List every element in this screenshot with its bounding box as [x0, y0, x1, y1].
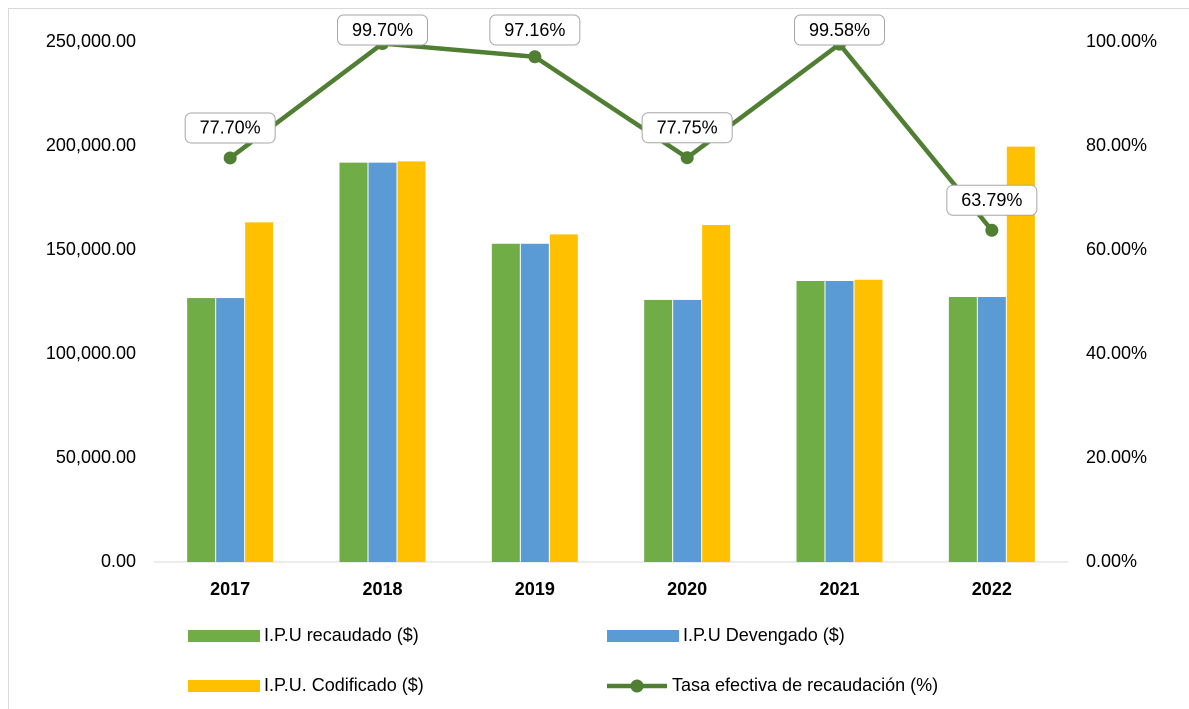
y-tick-label: 250,000.00 [46, 31, 136, 51]
legend-label: I.P.U. Codificado ($) [264, 675, 424, 695]
line-point [985, 223, 999, 237]
bar [520, 243, 549, 562]
legend-label: Tasa efectiva de recaudación (%) [672, 675, 938, 695]
bar [216, 298, 245, 562]
data-label: 99.58% [809, 20, 870, 40]
bar [368, 162, 397, 562]
x-tick-label: 2019 [515, 579, 555, 599]
line-point [680, 151, 694, 165]
bar [948, 297, 977, 562]
y2-tick-label: 100.00% [1086, 31, 1157, 51]
y2-tick-label: 40.00% [1086, 343, 1147, 363]
x-tick-label: 2017 [210, 579, 250, 599]
bar [397, 161, 426, 562]
bar [491, 243, 520, 562]
bar [644, 299, 673, 562]
y2-tick-label: 0.00% [1086, 551, 1137, 571]
data-label-box [489, 14, 581, 46]
bar [187, 298, 216, 562]
legend-swatch [607, 630, 679, 642]
line-point [528, 50, 542, 64]
bar [339, 162, 368, 562]
data-label-box [337, 14, 428, 46]
line [228, 41, 994, 232]
bar [245, 222, 274, 562]
data-label-box [641, 112, 733, 144]
bar [673, 299, 702, 562]
bar [854, 279, 883, 562]
data-label: 97.16% [504, 20, 565, 40]
y-tick-label: 0.00 [101, 551, 136, 571]
legend-swatch-dot [630, 679, 644, 693]
legend-label: I.P.U Devengado ($) [683, 625, 845, 645]
legend-label: I.P.U recaudado ($) [264, 625, 419, 645]
data-label-box [794, 14, 885, 46]
bar [1006, 146, 1035, 562]
y-tick-label: 50,000.00 [56, 447, 136, 467]
y-tick-label: 100,000.00 [46, 343, 136, 363]
x-tick-label: 2018 [362, 579, 402, 599]
y-tick-label: 150,000.00 [46, 239, 136, 259]
data-label: 99.70% [352, 20, 413, 40]
line-point [223, 151, 237, 165]
x-tick-label: 2020 [667, 579, 707, 599]
legend-swatch [188, 630, 260, 642]
chart-frame [8, 8, 1189, 709]
bar [549, 234, 578, 562]
y-tick-label: 200,000.00 [46, 135, 136, 155]
bar [796, 280, 825, 562]
legend-swatch [188, 680, 260, 692]
x-tick-label: 2022 [972, 579, 1012, 599]
x-tick-label: 2021 [819, 579, 859, 599]
data-label: 77.70% [200, 118, 261, 138]
bar [977, 297, 1006, 562]
data-label-box [184, 112, 276, 144]
y2-tick-label: 60.00% [1086, 239, 1147, 259]
bar [702, 225, 731, 563]
y2-tick-label: 20.00% [1086, 447, 1147, 467]
y2-tick-label: 80.00% [1086, 135, 1147, 155]
data-label: 77.75% [657, 117, 718, 137]
bar [825, 280, 854, 562]
data-label: 63.79% [961, 190, 1022, 210]
data-label-box [946, 184, 1038, 216]
